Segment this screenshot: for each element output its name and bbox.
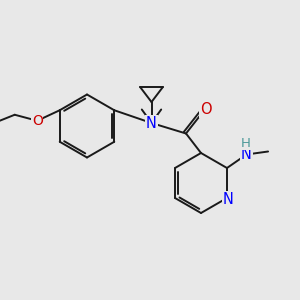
Text: H: H <box>241 136 251 150</box>
Text: O: O <box>32 114 43 128</box>
Text: N: N <box>223 192 234 207</box>
Text: N: N <box>241 147 252 162</box>
Text: N: N <box>146 116 157 130</box>
Text: O: O <box>200 102 211 117</box>
